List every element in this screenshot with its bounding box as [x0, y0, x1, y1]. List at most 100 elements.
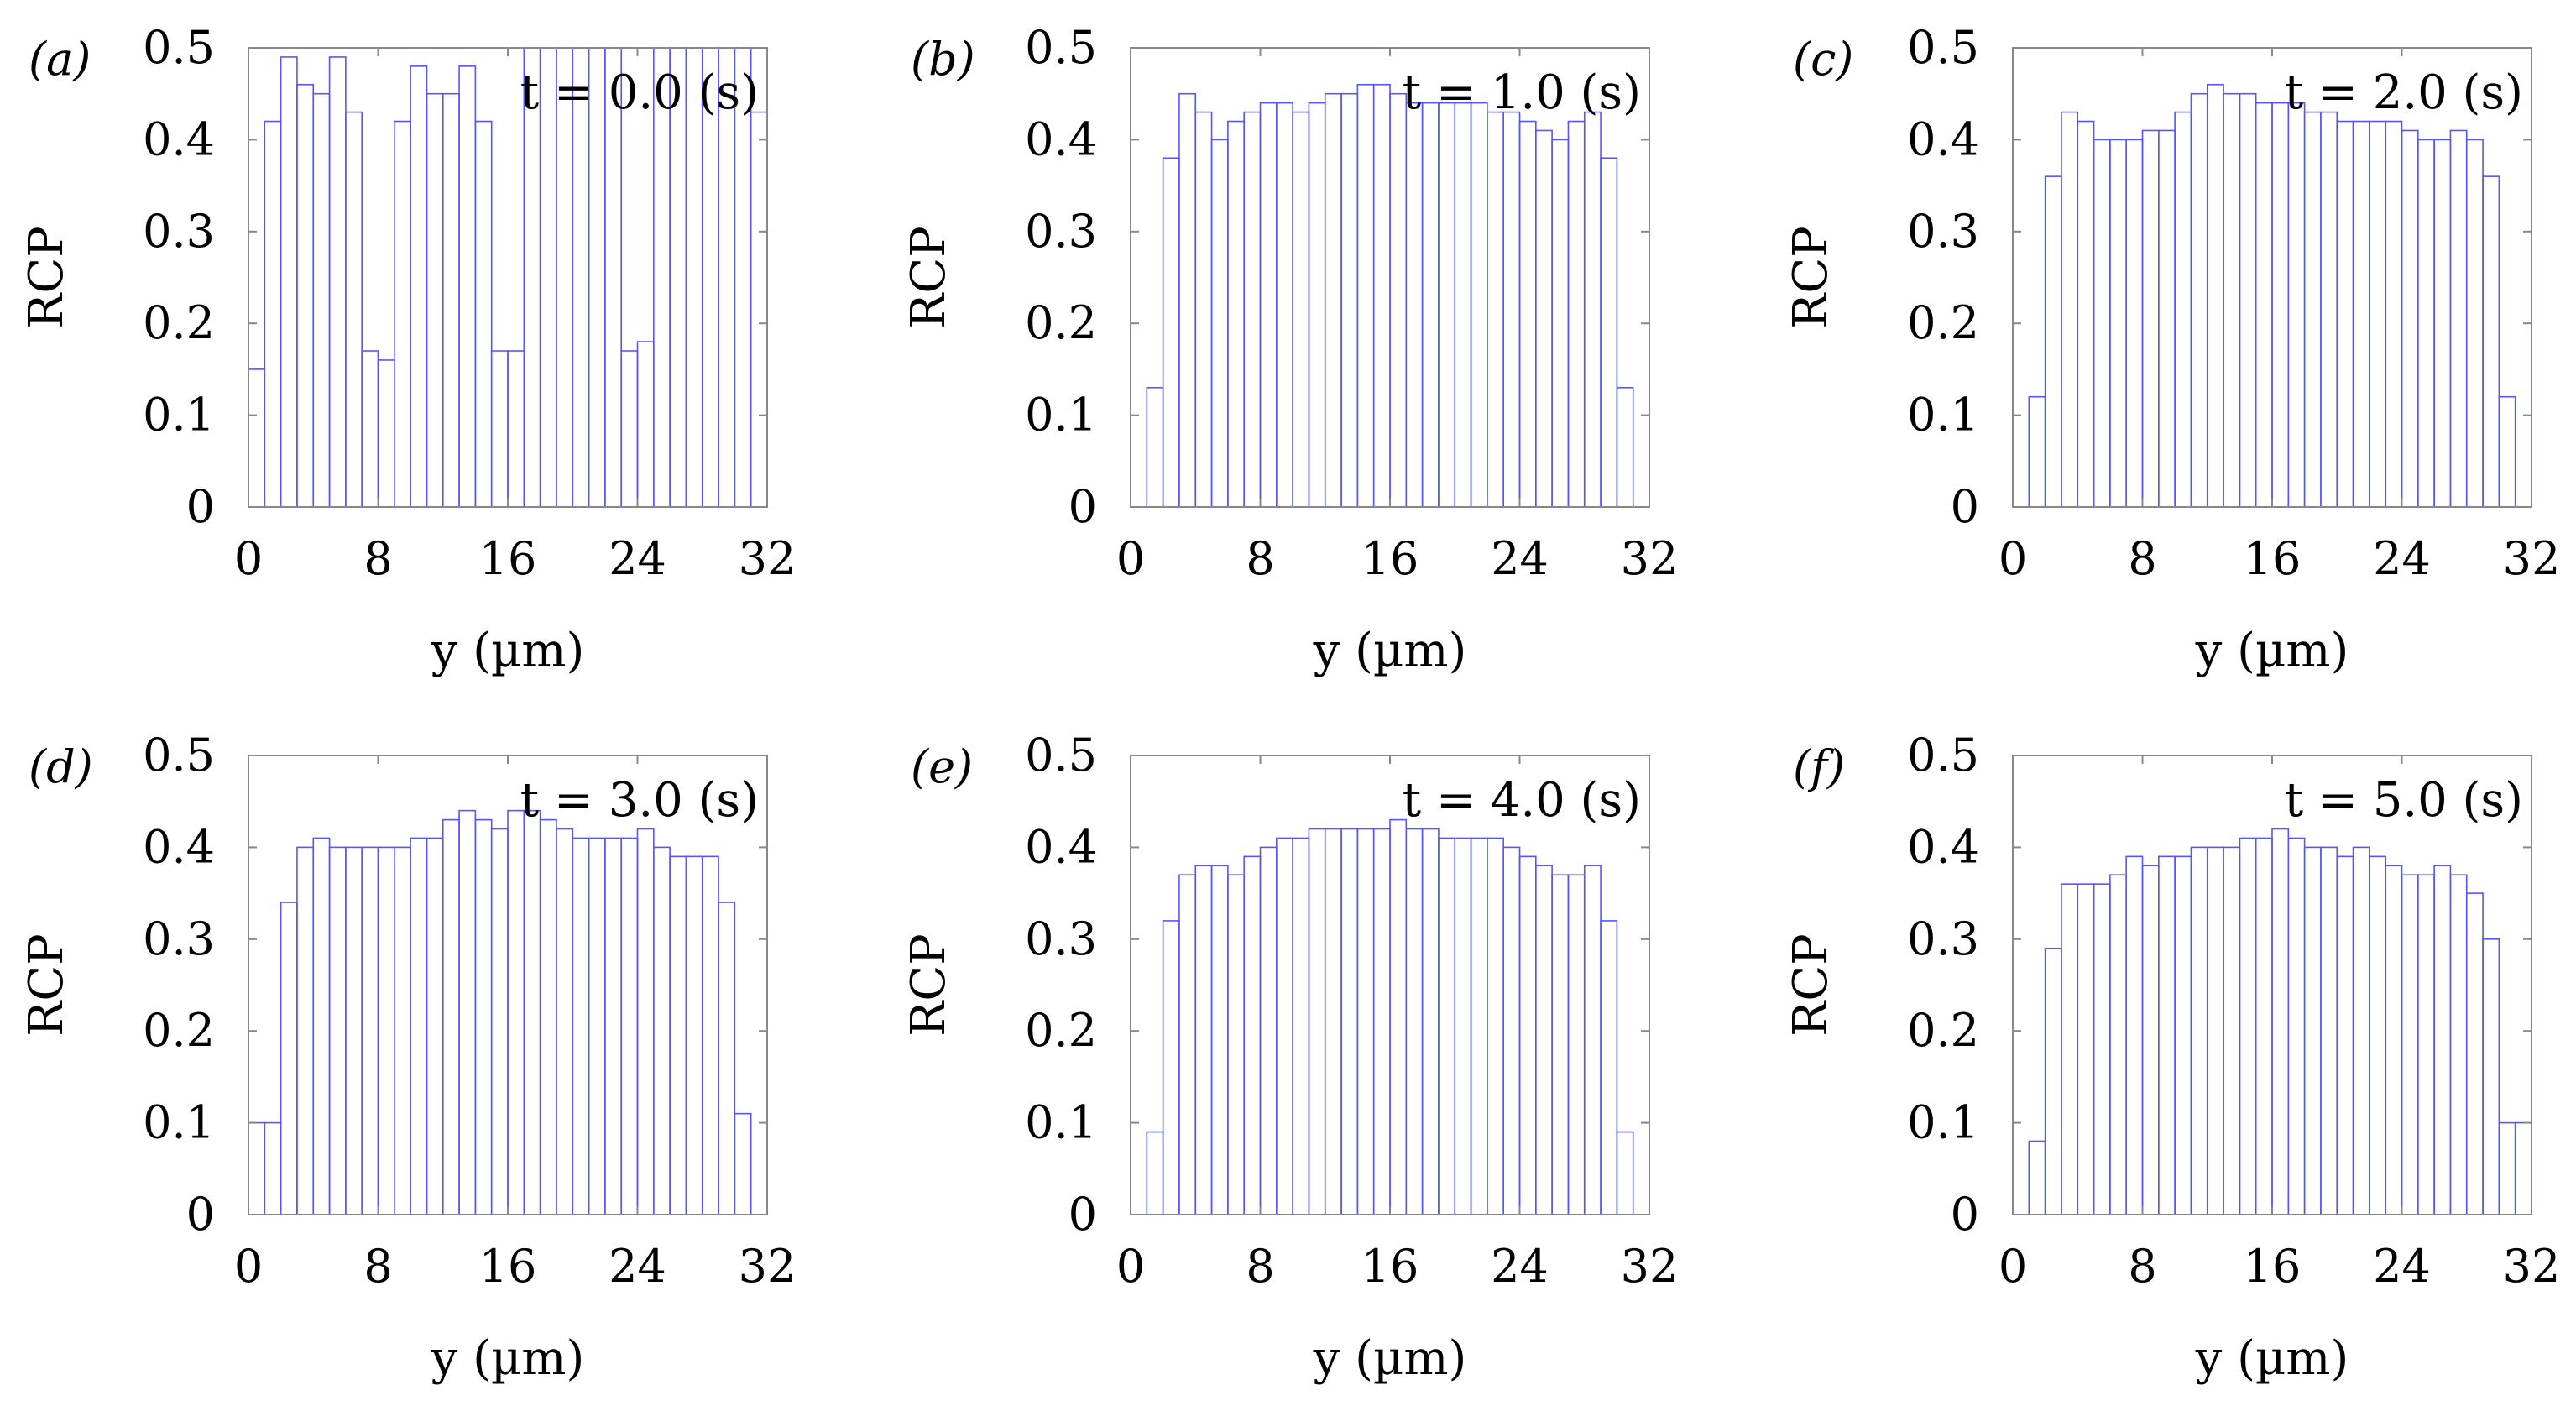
bar: [2385, 120, 2403, 508]
y-tick-label: 0.2: [1907, 1004, 1979, 1057]
bar: [2061, 883, 2079, 1215]
bar: [2271, 828, 2290, 1215]
bar: [458, 65, 477, 508]
bar: [2287, 102, 2306, 508]
bar: [1567, 120, 1586, 508]
bar: [2109, 139, 2127, 508]
x-axis-title: y (µm): [2195, 1331, 2349, 1386]
bar: [1292, 111, 1310, 508]
bar: [2320, 111, 2338, 508]
bar: [426, 837, 444, 1215]
y-tick-label: 0.4: [1907, 820, 1979, 873]
y-tick-label: 0.1: [143, 1096, 215, 1149]
bar: [1178, 92, 1197, 508]
bar: [328, 56, 347, 508]
bar: [507, 350, 525, 508]
bar: [345, 846, 363, 1215]
bar: [2174, 111, 2192, 508]
bar: [2044, 175, 2062, 508]
bar: [2482, 938, 2500, 1215]
bar: [280, 902, 298, 1215]
y-axis-title: RCP: [901, 933, 956, 1037]
bar: [1227, 120, 1245, 508]
time-annotation: t = 1.0 (s): [1403, 65, 1641, 120]
bar: [2417, 139, 2435, 508]
bar: [1210, 865, 1229, 1215]
y-tick-label: 0.4: [143, 112, 215, 165]
bar: [2369, 120, 2386, 508]
bar: [2271, 102, 2290, 508]
bar: [1243, 111, 1262, 508]
bar: [1583, 865, 1602, 1215]
x-tick-label: 24: [609, 1240, 666, 1293]
time-annotation: t = 4.0 (s): [1403, 773, 1641, 828]
x-tick-label: 32: [1621, 1240, 1679, 1293]
bar: [2061, 111, 2079, 508]
y-tick-label: 0.4: [1907, 112, 1979, 165]
bar: [2077, 883, 2095, 1215]
bar: [620, 350, 639, 508]
y-tick-label: 0.2: [143, 296, 215, 349]
bar: [604, 837, 622, 1215]
x-tick-label: 16: [1361, 1240, 1419, 1293]
bar: [248, 368, 266, 508]
y-tick-label: 0.4: [1025, 820, 1097, 873]
y-tick-label: 0.3: [143, 912, 215, 965]
bar: [377, 359, 395, 508]
bar: [1518, 855, 1537, 1215]
x-tick-label: 16: [2244, 1240, 2302, 1293]
bar: [248, 1121, 266, 1215]
bar: [1389, 92, 1408, 508]
x-tick-label: 24: [2373, 1240, 2431, 1293]
bar: [2028, 395, 2046, 508]
y-tick-label: 0.1: [1907, 389, 1979, 442]
bar: [1324, 92, 1342, 508]
bar: [1438, 102, 1456, 508]
bar: [2255, 837, 2273, 1215]
bar: [1308, 102, 1326, 508]
bar: [2498, 395, 2516, 508]
bar: [2514, 1121, 2532, 1215]
bar: [474, 818, 493, 1215]
x-tick-label: 16: [479, 532, 537, 585]
y-tick-label: 0.3: [1907, 912, 1979, 965]
bar: [572, 837, 590, 1215]
y-tick-label: 0.4: [1025, 112, 1097, 165]
bar: [2190, 92, 2208, 508]
bar: [1372, 83, 1391, 508]
y-tick-label: 0: [1069, 1188, 1097, 1241]
y-tick-label: 0.5: [1025, 21, 1097, 74]
y-tick-label: 0.5: [143, 21, 215, 74]
bar: [442, 818, 460, 1215]
bar: [2044, 947, 2062, 1215]
bar: [410, 837, 428, 1215]
y-tick-label: 0: [1069, 480, 1097, 533]
bar: [2141, 129, 2160, 508]
y-tick-label: 0: [186, 1188, 215, 1241]
bar: [1324, 828, 1342, 1215]
time-annotation: t = 3.0 (s): [520, 773, 759, 828]
panel-label: (a): [29, 33, 91, 86]
y-tick-label: 0.5: [1025, 729, 1097, 781]
bar: [1194, 111, 1213, 508]
bar: [2385, 865, 2403, 1215]
x-tick-label: 0: [1116, 532, 1145, 585]
bar: [2223, 92, 2241, 508]
bar: [734, 1112, 752, 1215]
bar: [1454, 102, 1472, 508]
bar: [280, 56, 298, 508]
bar: [539, 818, 557, 1215]
bar: [1583, 111, 1602, 508]
bar: [2077, 120, 2095, 508]
bar: [685, 855, 703, 1215]
bar: [556, 828, 574, 1215]
bar: [474, 120, 493, 508]
bar: [2401, 874, 2419, 1215]
x-axis-title: y (µm): [431, 624, 585, 678]
x-tick-label: 0: [1116, 1240, 1145, 1293]
bar: [2239, 837, 2257, 1215]
bar: [1616, 1131, 1634, 1215]
panel-label: (b): [911, 33, 975, 86]
y-tick-label: 0.2: [143, 1004, 215, 1057]
bar: [2433, 139, 2452, 508]
